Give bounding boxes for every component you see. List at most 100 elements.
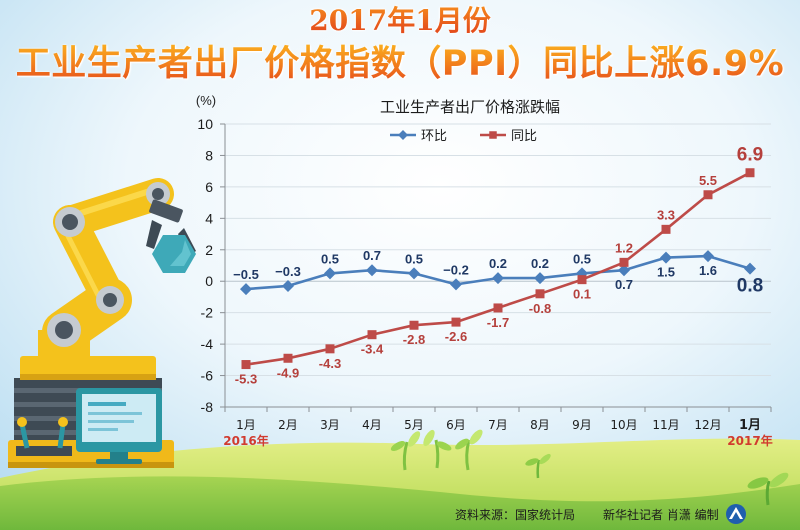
title-date: 2017年1月份 (0, 3, 800, 39)
x-tick-label: 1月 (236, 418, 256, 432)
data-label: −0.3 (275, 264, 301, 279)
data-point-marker (283, 353, 293, 363)
x-tick-label: 10月 (610, 418, 637, 432)
chart-title: 工业生产者出厂价格涨跌幅 (380, 98, 560, 116)
x-tick-label: 12月 (694, 418, 721, 432)
data-point-marker (324, 267, 336, 280)
data-point-marker (661, 224, 671, 234)
data-label: 0.8 (737, 276, 763, 297)
data-point-marker (619, 257, 629, 267)
page-title: 工业生产者出厂价格指数（PPI）同比上涨6.9% (0, 42, 800, 86)
data-label: 0.2 (531, 256, 549, 271)
data-point-marker (745, 168, 755, 178)
data-point-marker (451, 317, 461, 327)
monitor-icon (76, 388, 162, 464)
y-tick-label: -4 (201, 336, 214, 352)
y-tick-label: 4 (205, 210, 213, 226)
year-label: 2016年 (223, 433, 268, 448)
y-tick-label: -2 (201, 305, 214, 321)
data-label: 0.5 (321, 251, 339, 266)
year-label: 2017年 (727, 433, 772, 448)
data-label: −0.2 (443, 262, 469, 277)
data-label: 1.2 (615, 240, 633, 255)
y-tick-label: 2 (205, 242, 213, 258)
y-tick-label: 10 (197, 116, 213, 132)
data-point-marker (535, 289, 545, 299)
legend-item: 环比 (390, 129, 447, 144)
lever-icon (16, 417, 72, 456)
axes: 10 8 6 4 2 0 -2 -4 -6 -8 1月 2月 3月 4月 5月 6月 7月 8月 9月 10月 11月 1… (197, 116, 772, 448)
data-point-marker (660, 251, 672, 264)
series-group: −0.5 −0.3 0.5 0.7 0.5 −0.2 0.2 0.2 0.5 0.7 1.5 1.6 0… (233, 145, 763, 387)
data-point-marker (703, 190, 713, 200)
data-label: 1.6 (699, 263, 717, 278)
data-label: 6.9 (737, 145, 763, 166)
x-tick-label: 5月 (404, 418, 424, 432)
data-label: -3.4 (361, 342, 384, 357)
data-point-marker (366, 264, 378, 277)
source-credit: 资料来源：国家统计局 (455, 508, 576, 522)
data-point-marker (409, 320, 419, 330)
legend: 环比 同比 (390, 129, 537, 144)
data-label: 0.7 (615, 277, 633, 292)
x-tick-label: 9月 (572, 418, 592, 432)
data-label: −0.5 (233, 267, 259, 282)
x-tick-label: 8月 (530, 418, 550, 432)
data-point-marker (493, 303, 503, 313)
data-point-marker (367, 330, 377, 340)
data-label: -2.8 (403, 332, 425, 347)
data-point-marker (325, 344, 335, 354)
data-label: -4.9 (277, 365, 299, 380)
data-point-marker (241, 360, 251, 370)
y-axis-unit-label: (%) (196, 93, 216, 108)
data-label: 5.5 (699, 173, 717, 188)
data-label: 3.3 (657, 207, 675, 222)
legend-marker (489, 131, 497, 139)
data-point-marker (408, 267, 420, 280)
y-tick-label: 0 (205, 273, 213, 289)
data-point-marker (744, 262, 756, 275)
data-point-marker (282, 279, 294, 292)
data-label: -0.8 (529, 301, 551, 316)
y-tick-label: 8 (205, 147, 213, 163)
data-point-marker (534, 272, 546, 285)
data-label: 0.2 (489, 256, 507, 271)
x-tick-label: 3月 (320, 418, 340, 432)
x-tick-label: 4月 (362, 418, 382, 432)
data-point-marker (450, 278, 462, 291)
data-point-marker (240, 283, 252, 296)
data-label: 0.7 (363, 248, 381, 263)
data-point-marker (492, 272, 504, 285)
data-label: -4.3 (319, 356, 341, 371)
y-tick-label: -8 (201, 399, 214, 415)
x-tick-label: 1月 (739, 418, 761, 433)
y-tick-label: -6 (201, 368, 214, 384)
data-label: 0.1 (573, 287, 591, 302)
sprout-icon (455, 429, 483, 471)
x-tick-label: 7月 (488, 418, 508, 432)
data-label: 1.5 (657, 265, 675, 280)
sprout-icon (525, 453, 551, 479)
data-label: -1.7 (487, 315, 509, 330)
x-tick-label: 2月 (278, 418, 298, 432)
sprout-icon (747, 472, 789, 506)
sprout-icon (390, 431, 421, 471)
author-credit: 新华社记者 肖潇 编制 (603, 508, 719, 522)
xinhua-logo-icon (726, 504, 746, 524)
data-point-marker (702, 250, 714, 263)
line-series-2: -5.3 -4.9 -4.3 -3.4 -2.8 -2.6 -1.7 -0.8 0.1 1.2 3.… (235, 145, 763, 387)
data-point-marker (618, 264, 630, 277)
legend-label: 同比 (511, 129, 537, 144)
line-series-1: −0.5 −0.3 0.5 0.7 0.5 −0.2 0.2 0.2 0.5 0.7 1.5 1.6 0… (233, 248, 763, 296)
x-tick-label: 6月 (446, 418, 466, 432)
x-tick-label: 11月 (652, 418, 679, 432)
data-label: 0.5 (573, 251, 591, 266)
hill-front (0, 476, 800, 530)
y-tick-label: 6 (205, 179, 213, 195)
data-label: 0.5 (405, 251, 423, 266)
sprout-icon (423, 429, 452, 469)
data-label: -2.6 (445, 329, 467, 344)
